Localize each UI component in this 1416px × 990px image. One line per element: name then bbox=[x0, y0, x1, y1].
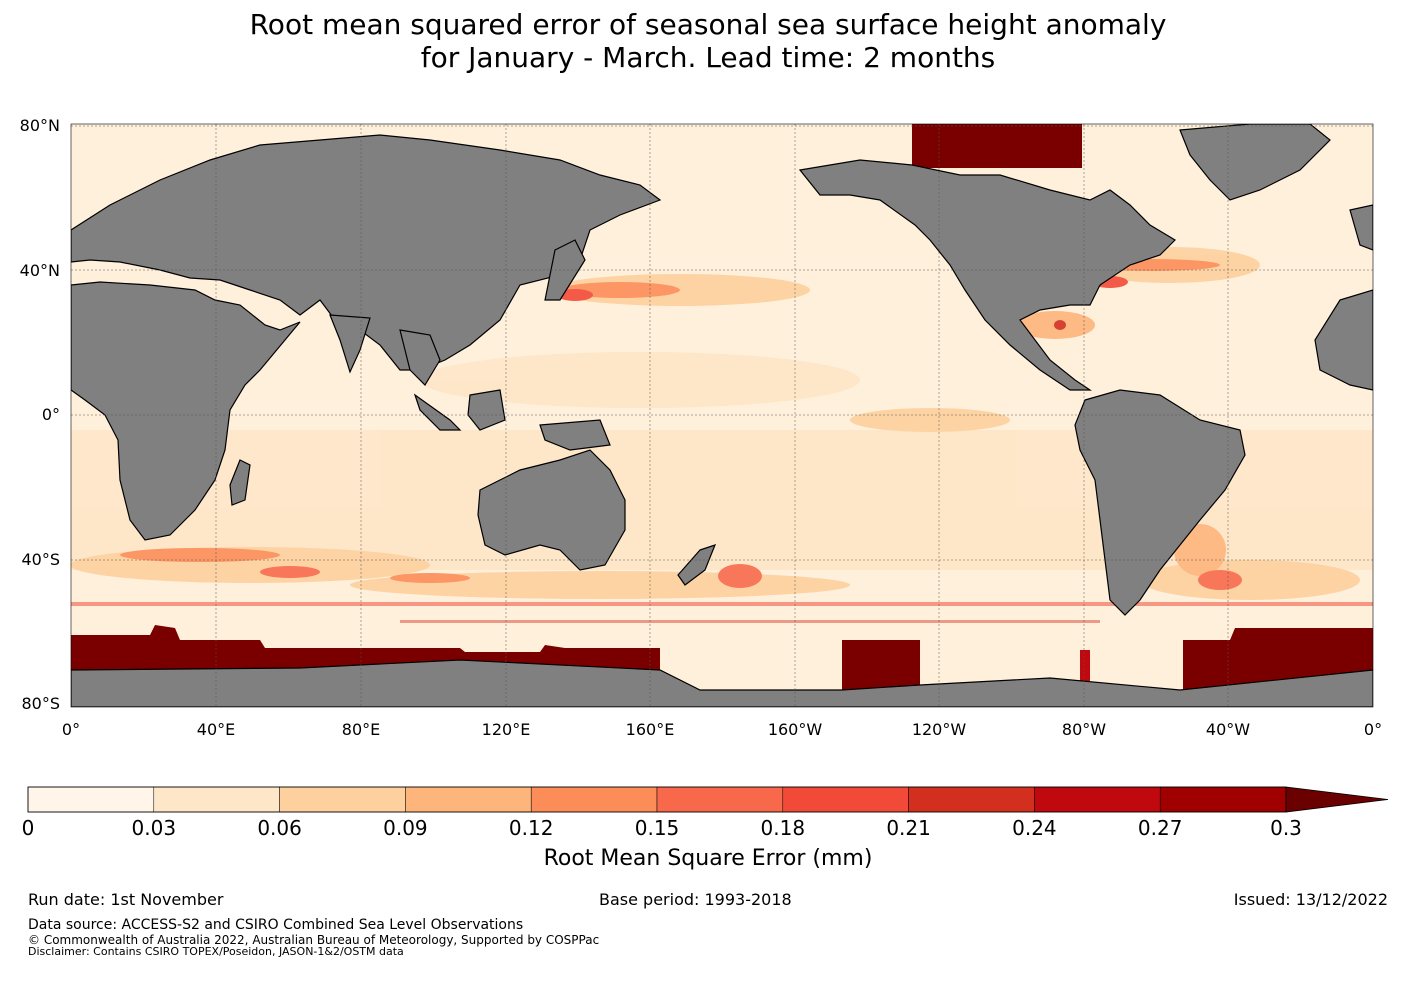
colorbar-tick-label: 0.21 bbox=[886, 816, 931, 840]
colorbar-tick-label: 0.06 bbox=[257, 816, 302, 840]
colorbar-segment bbox=[782, 786, 909, 813]
lon-label-40e: 40°E bbox=[196, 720, 236, 739]
base-period: Base period: 1993-2018 bbox=[599, 890, 792, 909]
colorbar-segment bbox=[279, 786, 406, 813]
data-source: Data source: ACCESS-S2 and CSIRO Combine… bbox=[28, 917, 524, 933]
lon-label-0-left: 0° bbox=[61, 720, 81, 739]
lon-label-80e: 80°E bbox=[341, 720, 381, 739]
colorbar-segment bbox=[405, 786, 532, 813]
title-line-1: Root mean squared error of seasonal sea … bbox=[249, 8, 1167, 41]
lon-label-120w: 120°W bbox=[911, 720, 967, 739]
colorbar-segment bbox=[530, 786, 658, 813]
lat-label-40n: 40°N bbox=[19, 261, 60, 280]
colorbar bbox=[27, 786, 1389, 813]
arctic-high-error bbox=[912, 124, 1082, 168]
land-indochina bbox=[399, 329, 441, 386]
land-greenland bbox=[1179, 124, 1331, 201]
colorbar-label: Root Mean Square Error (mm) bbox=[543, 846, 873, 871]
colorbar-segment bbox=[1034, 786, 1161, 813]
issued-date: Issued: 13/12/2022 bbox=[1233, 890, 1388, 909]
run-date: Run date: 1st November bbox=[28, 890, 224, 909]
land-antarctica bbox=[71, 659, 1373, 707]
colorbar-segment bbox=[656, 786, 784, 813]
land-sumatra bbox=[413, 393, 462, 431]
map bbox=[70, 123, 1374, 708]
disclaimer: Disclaimer: Contains CSIRO TOPEX/Poseido… bbox=[28, 945, 404, 958]
land-borneo bbox=[467, 389, 506, 431]
colorbar-tick-label: 0.24 bbox=[1012, 816, 1057, 840]
colorbar-frame bbox=[27, 786, 1287, 813]
land-india bbox=[329, 314, 371, 374]
land-north-america bbox=[798, 159, 1176, 391]
chart-title: Root mean squared error of seasonal sea … bbox=[0, 8, 1416, 74]
colorbar-segment bbox=[153, 786, 280, 813]
colorbar-tick-label: 0.09 bbox=[383, 816, 428, 840]
colorbar-tick-label: 0 bbox=[21, 816, 35, 840]
colorbar-extend-arrow bbox=[1285, 786, 1389, 813]
lat-label-40s: 40°S bbox=[21, 550, 60, 569]
colorbar-segment bbox=[27, 786, 155, 813]
land bbox=[71, 124, 1373, 707]
land-madagascar bbox=[229, 459, 251, 506]
lon-label-80w: 80°W bbox=[1061, 720, 1107, 739]
land-new-guinea bbox=[539, 419, 611, 451]
lon-label-120e: 120°E bbox=[481, 720, 531, 739]
map-frame bbox=[70, 123, 1374, 708]
land-new-zealand bbox=[677, 544, 717, 586]
colorbar-tick-label: 0.3 bbox=[1270, 816, 1302, 840]
colorbar-tick-label: 0.15 bbox=[634, 816, 680, 840]
title-line-2: for January - March. Lead time: 2 months bbox=[420, 41, 996, 74]
gridlines bbox=[71, 124, 1373, 707]
lat-label-80n: 80°N bbox=[19, 116, 60, 135]
copyright: © Commonwealth of Australia 2022, Austra… bbox=[28, 933, 600, 947]
land-eurasia bbox=[71, 134, 662, 371]
colorbar-tick-label: 0.12 bbox=[508, 816, 554, 840]
lat-label-0: 0° bbox=[41, 405, 60, 424]
land-australia bbox=[477, 449, 626, 571]
colorbar-segment bbox=[1159, 786, 1287, 813]
lat-label-80s: 80°S bbox=[21, 694, 60, 713]
lon-label-160e: 160°E bbox=[625, 720, 675, 739]
colorbar-segment bbox=[908, 786, 1035, 813]
colorbar-tick-label: 0.27 bbox=[1137, 816, 1183, 840]
land-west-africa-right bbox=[1314, 289, 1373, 391]
lon-label-40w: 40°W bbox=[1205, 720, 1251, 739]
land-africa bbox=[71, 281, 301, 541]
lon-label-160w: 160°W bbox=[767, 720, 823, 739]
lon-label-0-right: 0° bbox=[1363, 720, 1383, 739]
land-europe-right bbox=[1349, 204, 1373, 251]
land-south-america bbox=[1074, 389, 1246, 616]
colorbar-tick-label: 0.18 bbox=[760, 816, 806, 840]
colorbar-tick-label: 0.03 bbox=[131, 816, 177, 840]
